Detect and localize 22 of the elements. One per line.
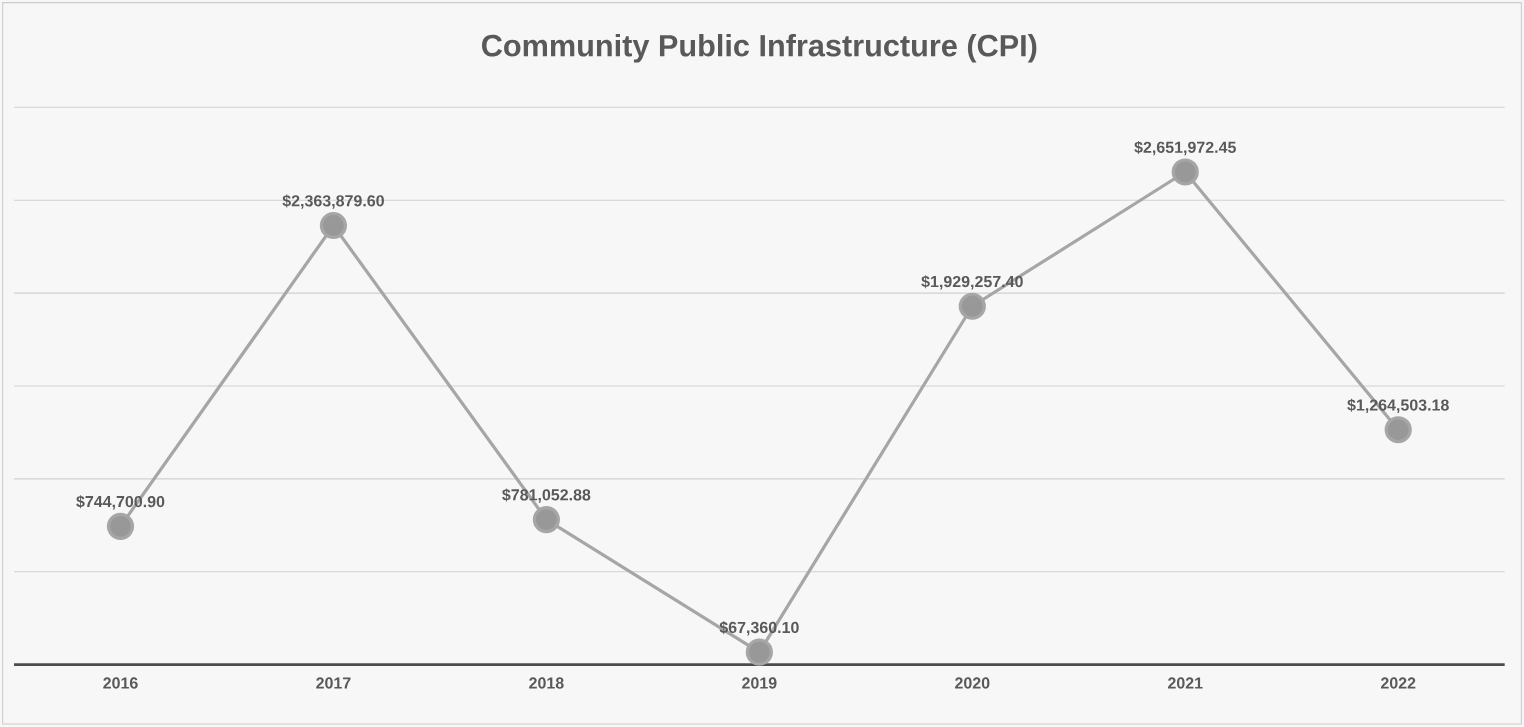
point [1171,158,1199,186]
data-label: $781,052.88 [502,488,591,504]
x-tick-label: 2020 [955,677,990,689]
x-tick-label: 2018 [529,677,564,689]
point [106,512,135,541]
x-tick-label: 2022 [1380,677,1416,689]
point [532,506,560,534]
x-tick-label: 2016 [103,677,138,689]
chart-title: Community Public Infrastructure (CPI) [482,34,1037,63]
data-label: $67,360.10 [719,621,799,636]
data-label: $744,700.90 [76,495,165,510]
x-tick-label: 2019 [742,677,777,689]
data-label: $1,929,257.40 [921,275,1023,290]
point [958,292,986,321]
point [745,638,773,666]
point [319,212,348,240]
point [1384,416,1412,444]
x-tick-label: 2021 [1168,677,1203,689]
data-label: $2,651,972.45 [1134,141,1236,156]
data-label: $1,264,503.18 [1347,398,1449,414]
data-label: $2,363,879.60 [282,194,384,209]
x-tick-label: 2017 [316,677,351,689]
